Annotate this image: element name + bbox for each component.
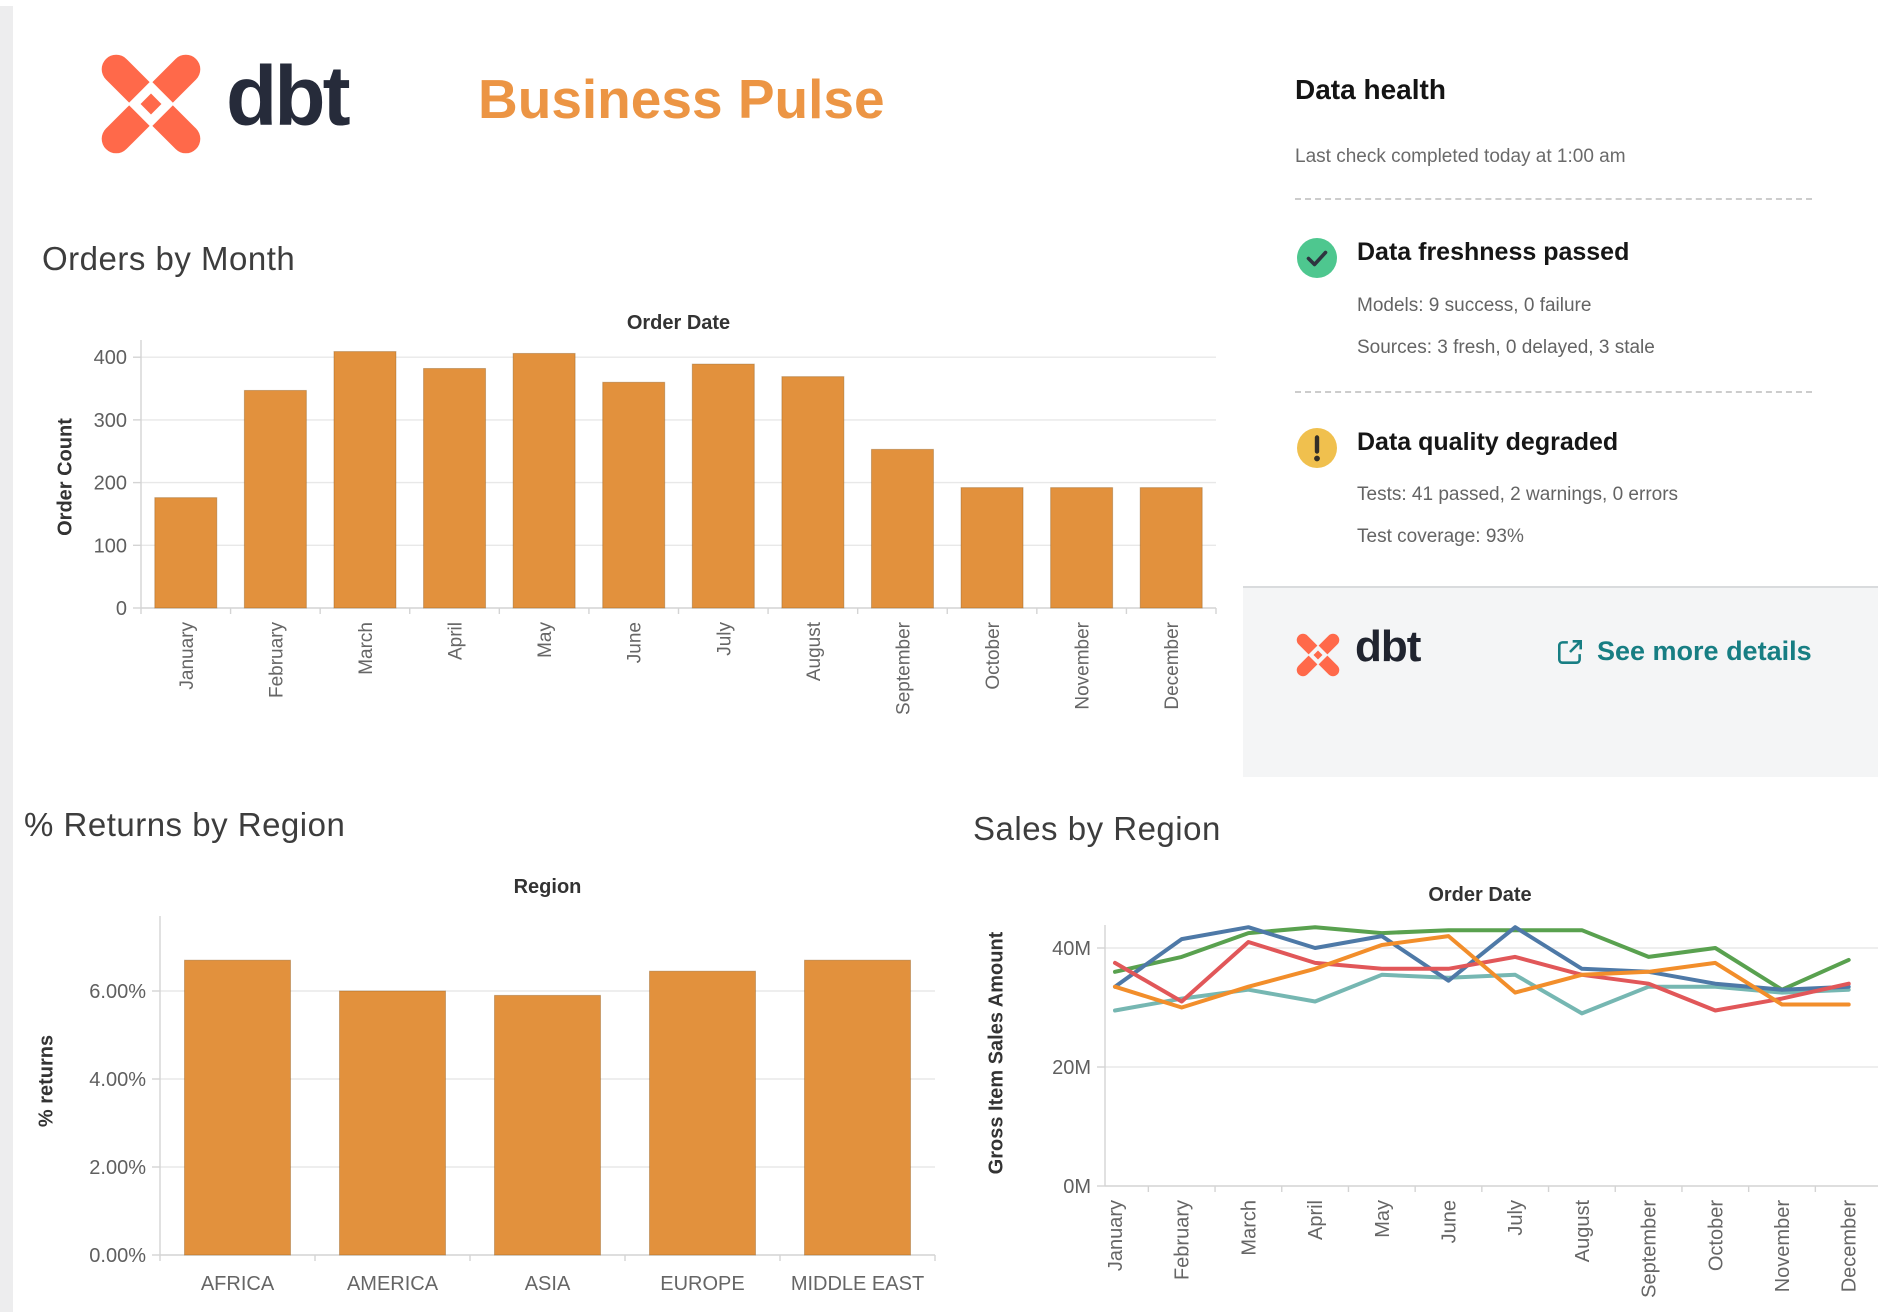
quality-status-title: Data quality degraded [1357, 428, 1619, 456]
external-link-icon [1558, 639, 1582, 664]
x-tick-label: July [1505, 1200, 1527, 1236]
freshness-sources-line: Sources: 3 fresh, 0 delayed, 3 stale [1357, 337, 1655, 358]
x-tick-label: September [893, 621, 914, 715]
y-tick-label: 2.00% [89, 1157, 146, 1179]
y-tick-label: 4.00% [89, 1069, 146, 1091]
sales-chart-title: Sales by Region [973, 810, 1221, 847]
bar-asia[interactable] [494, 994, 601, 1256]
see-more-details-link[interactable]: See more details [1555, 636, 1812, 667]
y-tick-label: 0 [116, 598, 127, 620]
bar-december[interactable] [1139, 487, 1203, 609]
x-tick-label: July [714, 622, 735, 656]
x-tick-label: February [266, 622, 287, 699]
y-tick-label: 0.00% [89, 1245, 146, 1267]
line-series-orange[interactable] [1113, 934, 1851, 1010]
x-tick-label: May [535, 622, 556, 658]
x-tick-label: August [804, 621, 825, 681]
bar-africa[interactable] [184, 959, 291, 1256]
bar-may[interactable] [512, 352, 576, 609]
x-tick-label: May [1372, 1200, 1394, 1238]
y-tick-label: 20M [1052, 1057, 1091, 1079]
y-tick-label: 0M [1063, 1176, 1091, 1198]
bar-march[interactable] [333, 351, 397, 609]
bar-april[interactable] [423, 367, 487, 609]
bar-america[interactable] [339, 990, 446, 1256]
window-edge [0, 6, 13, 1312]
data-health-footer: dbt See more details [1243, 586, 1878, 777]
orders-by-month-chart[interactable]: 0 100 200 300 400 January February March April Ma… [30, 330, 1230, 800]
dbt-wordmark: dbt [1355, 622, 1421, 671]
x-tick-label: June [1439, 1200, 1461, 1243]
divider [1295, 198, 1812, 200]
sales-x-axis-title: Order Date [1428, 884, 1532, 906]
x-tick-label: January [1105, 1200, 1127, 1271]
warning-circle-icon [1297, 428, 1337, 468]
x-tick-label: October [1705, 1200, 1727, 1271]
x-tick-label: April [1305, 1200, 1327, 1240]
x-tick-label: April [446, 622, 467, 660]
x-tick-label: AMERICA [347, 1273, 439, 1295]
x-tick-label: February [1172, 1200, 1194, 1280]
returns-chart-title: % Returns by Region [24, 806, 346, 843]
x-tick-label: November [1073, 621, 1094, 709]
x-tick-label: November [1772, 1200, 1794, 1293]
y-tick-label: 100 [94, 535, 127, 557]
orders-x-axis-title: Order Date [626, 312, 731, 334]
x-tick-label: September [1639, 1200, 1661, 1298]
x-tick-label: March [1238, 1200, 1260, 1256]
y-tick-label: 6.00% [89, 981, 146, 1003]
x-tick-label: March [356, 622, 377, 675]
check-circle-icon [1297, 238, 1337, 278]
x-tick-label: December [1162, 621, 1183, 709]
x-tick-label: August [1572, 1200, 1594, 1263]
x-tick-label: December [1839, 1200, 1861, 1293]
bar-september[interactable] [870, 448, 934, 609]
bar-january[interactable] [154, 497, 218, 609]
bar-february[interactable] [243, 389, 307, 609]
bar-middle-east[interactable] [804, 959, 911, 1256]
x-tick-label: AFRICA [201, 1273, 275, 1295]
y-tick-label: 200 [94, 473, 127, 495]
page-title: Business Pulse [478, 68, 885, 130]
line-series-green[interactable] [1113, 925, 1851, 992]
returns-by-region-chart[interactable]: 0.00% 2.00% 4.00% 6.00% AFRICA AMERICA ASIA EUR… [20, 900, 960, 1312]
bar-june[interactable] [602, 381, 666, 609]
bar-july[interactable] [691, 363, 755, 609]
x-tick-label: January [177, 622, 198, 690]
x-tick-label: MIDDLE EAST [791, 1273, 924, 1295]
dbt-wordmark: dbt [226, 49, 351, 143]
bar-november[interactable] [1050, 487, 1114, 609]
data-health-title: Data health [1295, 74, 1446, 105]
y-tick-label: 40M [1052, 938, 1091, 960]
data-health-subtitle: Last check completed today at 1:00 am [1295, 146, 1626, 167]
bar-october[interactable] [960, 487, 1024, 609]
x-tick-label: ASIA [525, 1273, 571, 1295]
orders-chart-title: Orders by Month [42, 240, 296, 277]
x-tick-label: October [983, 621, 1004, 689]
y-tick-label: 400 [94, 347, 127, 369]
sales-by-region-chart[interactable]: 0M 20M 40M January February March April May June… [960, 870, 1878, 1312]
quality-tests-line: Tests: 41 passed, 2 warnings, 0 errors [1357, 484, 1679, 505]
freshness-status-title: Data freshness passed [1357, 238, 1630, 266]
divider [1295, 391, 1812, 393]
x-tick-label: June [625, 622, 646, 663]
returns-x-axis-title: Region [513, 876, 582, 898]
dbt-logo-icon [1292, 630, 1344, 680]
line-series-blue[interactable] [1113, 925, 1851, 992]
dbt-logo-icon [88, 46, 214, 162]
y-tick-label: 300 [94, 410, 127, 432]
x-tick-label: EUROPE [660, 1273, 744, 1295]
freshness-models-line: Models: 9 success, 0 failure [1357, 295, 1592, 316]
quality-coverage-line: Test coverage: 93% [1357, 526, 1524, 547]
bar-august[interactable] [781, 376, 845, 609]
bar-europe[interactable] [649, 970, 756, 1256]
see-more-details-label: See more details [1597, 636, 1812, 666]
